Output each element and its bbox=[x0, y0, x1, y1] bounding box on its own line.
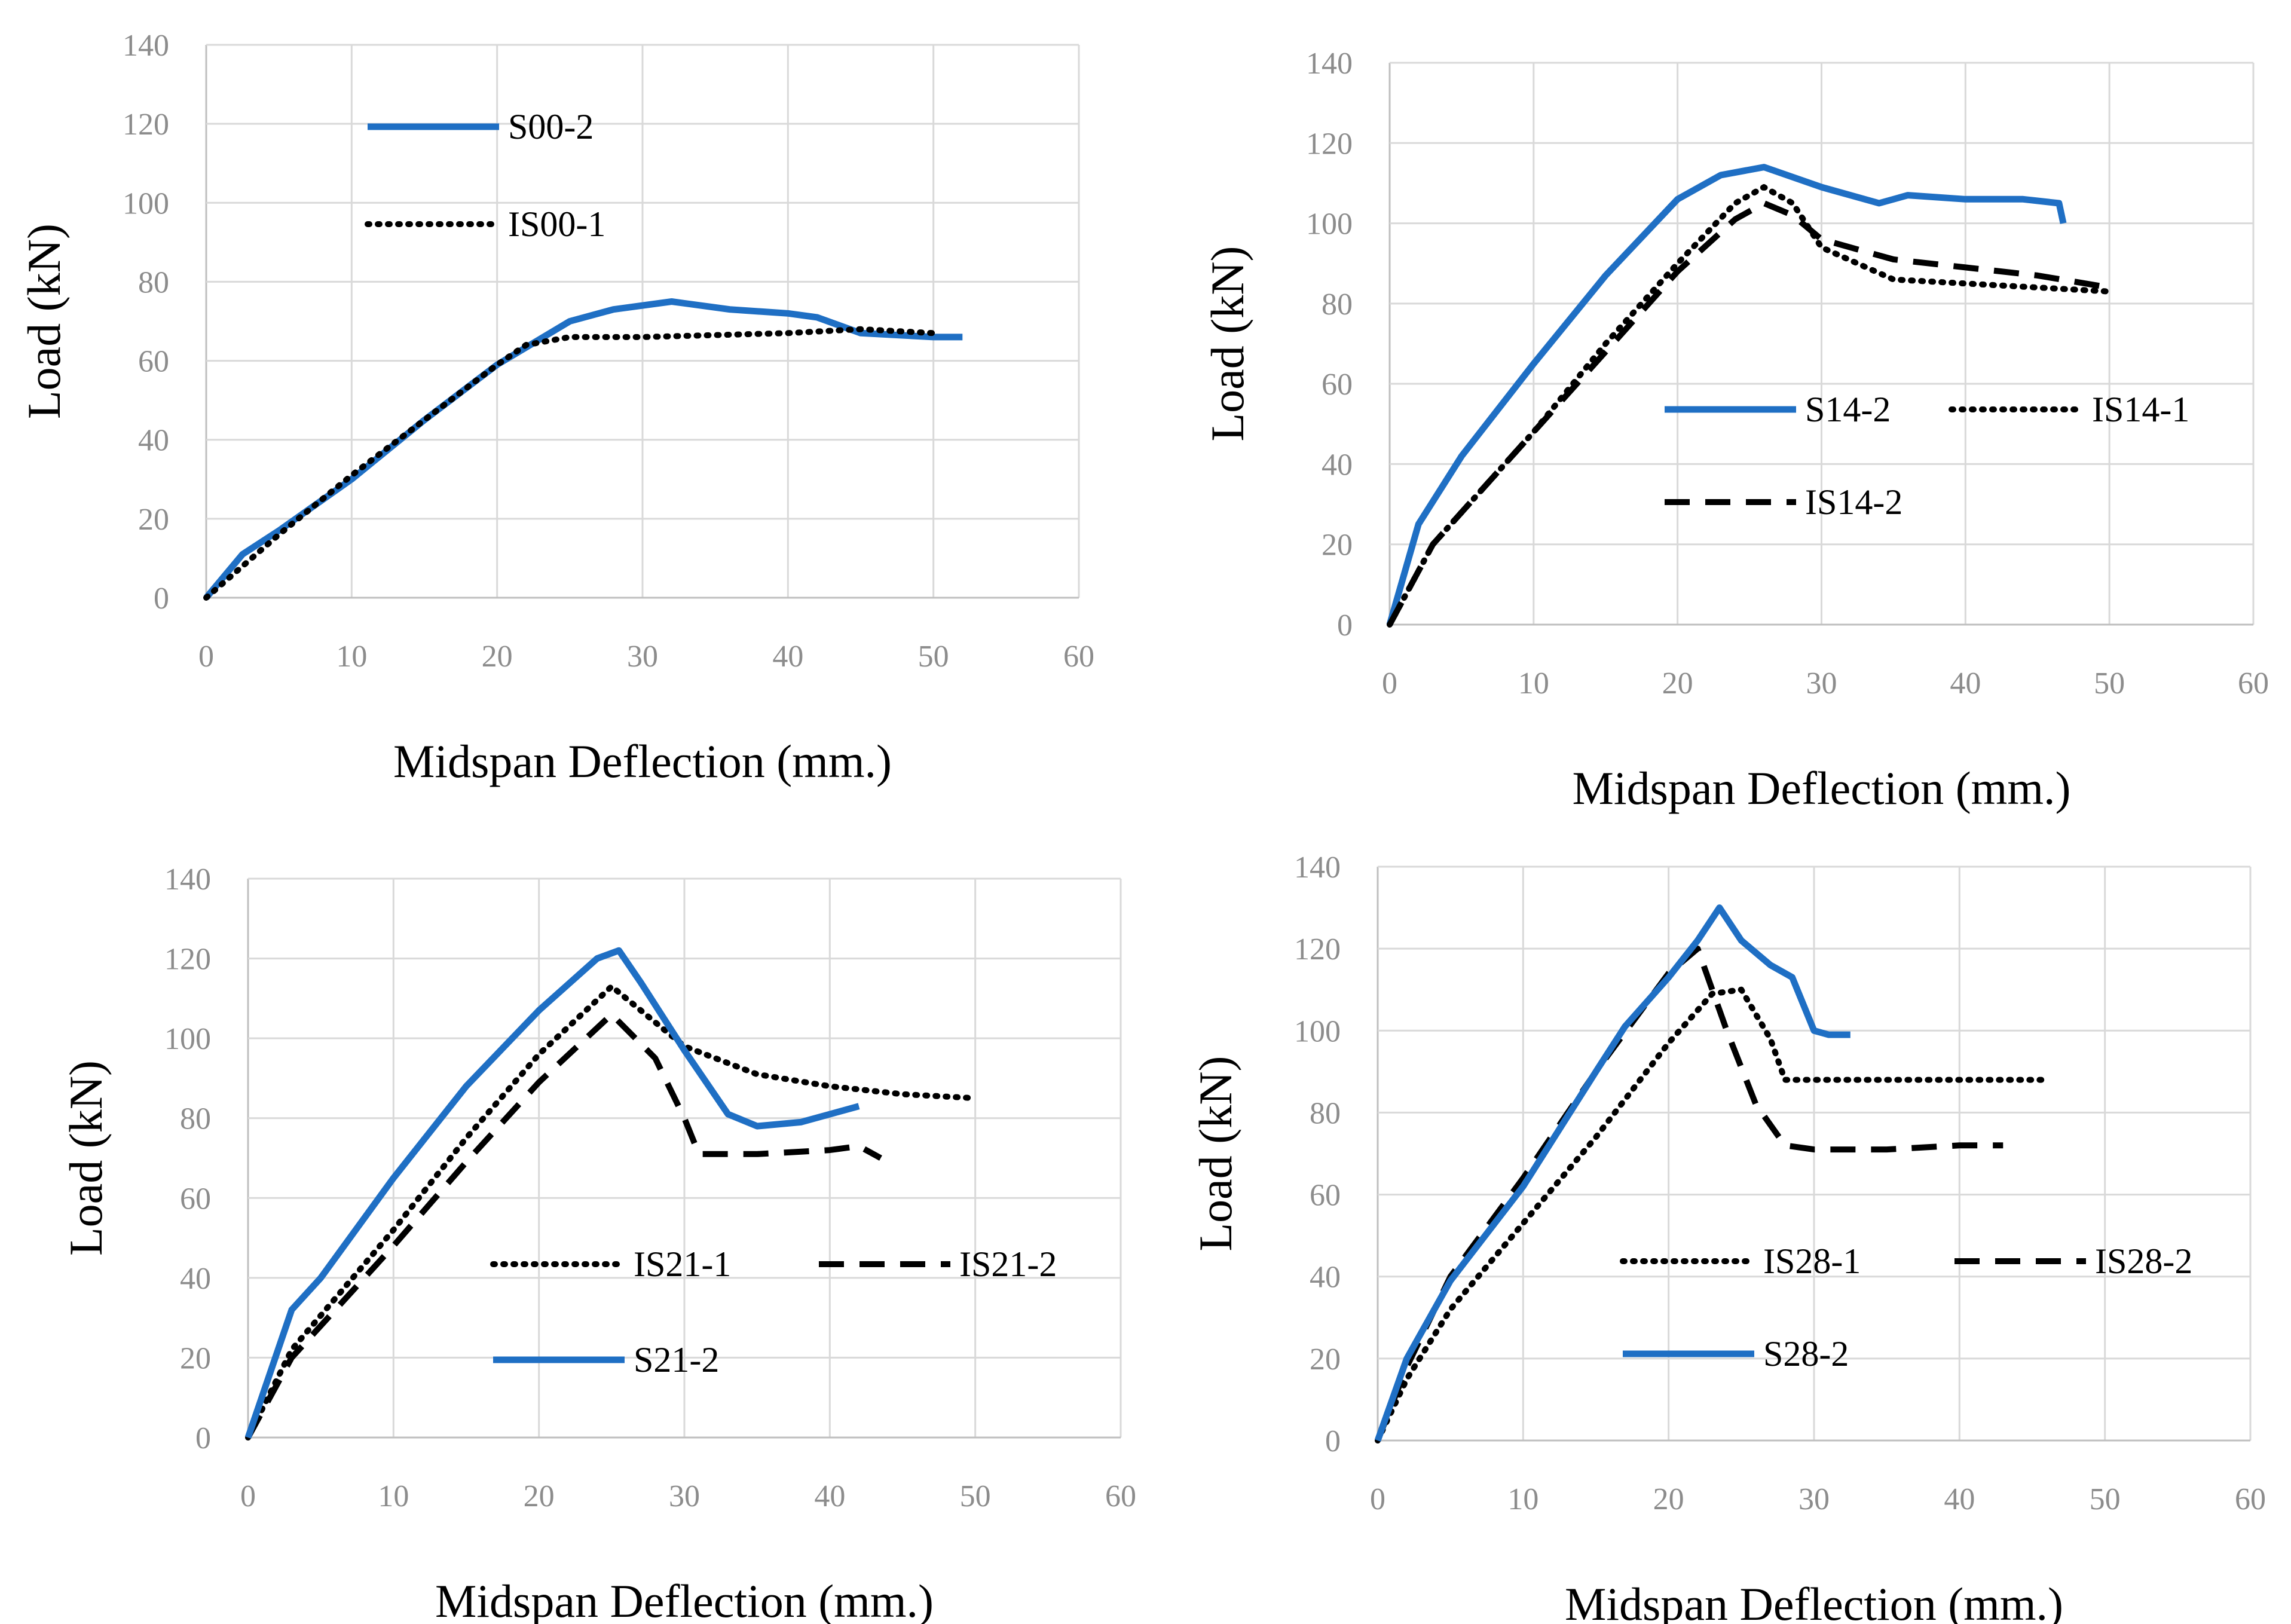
series-line-s14-2 bbox=[1386, 164, 2067, 626]
y-tick-label: 0 bbox=[195, 1421, 211, 1455]
y-tick-label: 80 bbox=[1310, 1096, 1341, 1130]
y-axis-label: Load (kN) bbox=[1201, 246, 1253, 441]
y-tick-label: 120 bbox=[164, 943, 211, 977]
y-tick-label: 140 bbox=[1306, 47, 1353, 81]
x-tick-label: 50 bbox=[2090, 1482, 2121, 1516]
legend-label-is21-1: IS21-1 bbox=[634, 1244, 731, 1284]
y-tick-label: 100 bbox=[1294, 1014, 1341, 1048]
legend-label-s00-2: S00-2 bbox=[508, 107, 594, 146]
y-tick-label: 0 bbox=[1337, 608, 1353, 643]
y-tick-label: 0 bbox=[1325, 1424, 1341, 1458]
x-tick-label: 30 bbox=[669, 1479, 700, 1513]
y-tick-label: 100 bbox=[1306, 207, 1353, 241]
series-line-s21-2 bbox=[244, 947, 860, 1439]
y-tick-label: 120 bbox=[1306, 127, 1353, 161]
x-axis-label: Midspan Deflection (mm.) bbox=[435, 1575, 934, 1624]
y-tick-label: 140 bbox=[164, 863, 211, 897]
x-tick-label: 0 bbox=[1382, 666, 1397, 701]
x-tick-label: 0 bbox=[1370, 1482, 1385, 1516]
y-tick-label: 80 bbox=[180, 1102, 211, 1136]
x-tick-label: 0 bbox=[198, 640, 214, 674]
x-tick-label: 30 bbox=[627, 640, 658, 674]
x-axis-label: Midspan Deflection (mm.) bbox=[393, 735, 892, 787]
series-line-is14-1 bbox=[1387, 184, 2113, 628]
series-line-is21-2 bbox=[245, 1011, 882, 1439]
series-line-s28-2 bbox=[1374, 904, 1850, 1442]
legend-label-is28-2: IS28-2 bbox=[2095, 1241, 2192, 1281]
y-tick-label: 20 bbox=[138, 503, 169, 537]
y-axis-label: Load (kN) bbox=[60, 1060, 112, 1256]
legend-label-is21-2: IS21-2 bbox=[959, 1244, 1057, 1284]
x-tick-label: 10 bbox=[336, 640, 367, 674]
x-tick-label: 40 bbox=[772, 640, 803, 674]
y-tick-label: 40 bbox=[1310, 1261, 1341, 1295]
x-tick-label: 20 bbox=[1662, 666, 1693, 701]
x-tick-label: 0 bbox=[240, 1479, 256, 1513]
series-line-is28-1 bbox=[1375, 986, 2050, 1443]
x-tick-label: 30 bbox=[1806, 666, 1837, 701]
x-tick-label: 50 bbox=[918, 640, 949, 674]
series-line-s00-2 bbox=[203, 298, 963, 600]
y-tick-label: 40 bbox=[138, 424, 169, 458]
y-tick-label: 40 bbox=[180, 1262, 211, 1296]
legend-label-is14-2: IS14-2 bbox=[1805, 482, 1902, 522]
x-tick-label: 20 bbox=[1653, 1482, 1684, 1516]
y-tick-label: 120 bbox=[1294, 932, 1341, 967]
x-tick-label: 10 bbox=[1518, 666, 1549, 701]
x-tick-label: 40 bbox=[1950, 666, 1981, 701]
chart-s14: 0 10 20 30 40 50 60 0 20 40 60 80 100 120 140 Midspan D… bbox=[1201, 47, 2269, 814]
x-axis-label: Midspan Deflection (mm.) bbox=[1565, 1578, 2063, 1624]
x-axis-label: Midspan Deflection (mm.) bbox=[1573, 762, 2071, 814]
y-tick-label: 20 bbox=[1322, 528, 1353, 562]
y-tick-label: 140 bbox=[1294, 851, 1341, 885]
y-tick-label: 100 bbox=[123, 186, 169, 221]
legend-label-s21-2: S21-2 bbox=[634, 1340, 719, 1380]
y-tick-label: 60 bbox=[1322, 368, 1353, 402]
x-tick-label: 40 bbox=[1944, 1482, 1975, 1516]
y-tick-label: 80 bbox=[138, 265, 169, 299]
legend-label-is28-1: IS28-1 bbox=[1763, 1241, 1861, 1281]
y-tick-label: 0 bbox=[154, 582, 169, 616]
y-axis-label: Load (kN) bbox=[1189, 1056, 1241, 1251]
x-tick-label: 50 bbox=[2094, 666, 2125, 701]
y-tick-label: 60 bbox=[180, 1182, 211, 1216]
x-tick-label: 40 bbox=[814, 1479, 845, 1513]
y-tick-label: 20 bbox=[1310, 1342, 1341, 1377]
y-tick-label: 120 bbox=[123, 108, 169, 142]
series-line-is28-2 bbox=[1375, 946, 2004, 1442]
x-tick-label: 20 bbox=[524, 1479, 555, 1513]
x-tick-label: 10 bbox=[378, 1479, 409, 1513]
x-tick-label: 20 bbox=[482, 640, 513, 674]
series-line-is21-1 bbox=[245, 983, 978, 1441]
x-tick-label: 60 bbox=[1105, 1479, 1136, 1513]
legend-label-s14-2: S14-2 bbox=[1805, 390, 1891, 429]
x-tick-label: 10 bbox=[1507, 1482, 1538, 1516]
y-tick-label: 60 bbox=[138, 345, 169, 379]
x-tick-label: 60 bbox=[2238, 666, 2269, 701]
x-tick-label: 60 bbox=[2235, 1482, 2266, 1516]
chart-s00: 0 10 20 30 40 50 60 0 20 40 60 80 100 120 140 Midspan D… bbox=[18, 29, 1094, 787]
y-axis-label: Load (kN) bbox=[18, 224, 70, 419]
y-tick-label: 80 bbox=[1322, 288, 1353, 322]
legend-label-s28-2: S28-2 bbox=[1763, 1334, 1849, 1374]
x-tick-label: 30 bbox=[1798, 1482, 1830, 1516]
chart-s28: 0 10 20 30 40 50 60 0 20 40 60 80 100 120 140 Midspan D… bbox=[1189, 851, 2266, 1624]
series-line-is14-2 bbox=[1387, 200, 2110, 626]
y-tick-label: 60 bbox=[1310, 1179, 1341, 1213]
x-tick-label: 50 bbox=[960, 1479, 991, 1513]
x-tick-label: 60 bbox=[1063, 640, 1094, 674]
y-tick-label: 140 bbox=[123, 29, 169, 63]
legend-label-is00-1: IS00-1 bbox=[508, 204, 605, 244]
y-tick-label: 40 bbox=[1322, 448, 1353, 482]
legend-label-is14-1: IS14-1 bbox=[2092, 390, 2189, 429]
chart-s21: 0 10 20 30 40 50 60 0 20 40 60 80 100 120 140 Midspan D… bbox=[60, 863, 1136, 1624]
y-tick-label: 20 bbox=[180, 1341, 211, 1375]
y-tick-label: 100 bbox=[164, 1022, 211, 1056]
series-line-is00-1 bbox=[203, 326, 937, 601]
